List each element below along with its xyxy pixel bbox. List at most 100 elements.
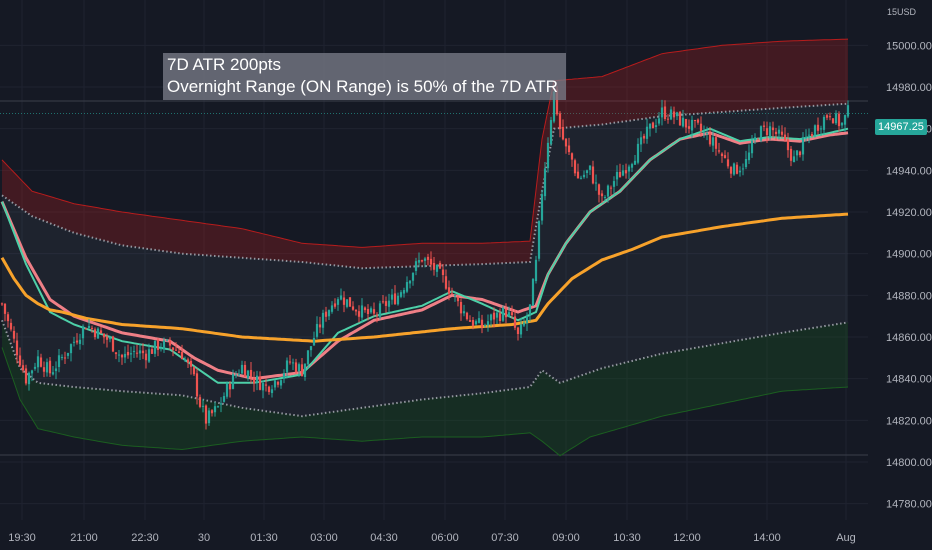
candle-body	[27, 372, 31, 385]
candle-body	[840, 122, 844, 126]
candle-body	[129, 353, 133, 355]
candle-body	[765, 128, 769, 136]
candle-body	[702, 131, 706, 133]
y-tick-label: 15000.00	[886, 40, 932, 52]
candle-body	[231, 374, 235, 389]
candle-body	[567, 145, 571, 153]
candle-body	[438, 262, 442, 269]
candle-body	[627, 166, 631, 172]
candle-body	[600, 193, 604, 197]
candle-body	[720, 153, 724, 157]
candle-body	[6, 314, 10, 322]
upper-dotted-line	[1, 102, 849, 270]
candle-body	[819, 128, 823, 130]
candle-body	[282, 373, 286, 379]
candle-body	[96, 328, 100, 339]
candle-body	[342, 297, 346, 305]
candle-body	[612, 181, 616, 187]
candle-body	[381, 301, 385, 303]
candle-body	[420, 260, 424, 262]
candle-body	[216, 406, 220, 408]
candle-body	[708, 133, 712, 145]
candle-body	[396, 295, 400, 305]
candle-body	[687, 126, 691, 129]
time-axis[interactable]: 19:30 21:00 22:30 30 01:30 03:00 04:30 06:00 07:…	[8, 532, 856, 544]
candle-body	[618, 171, 622, 178]
candle-body	[240, 364, 244, 374]
candle-body	[699, 123, 703, 132]
candle-body	[357, 311, 361, 317]
lower-band-line	[1, 347, 849, 457]
candle-body	[741, 168, 745, 170]
candle-body	[684, 118, 688, 128]
candle-body	[717, 150, 721, 152]
candle-body	[525, 316, 529, 324]
y-tick-label: 14980.00	[886, 82, 932, 94]
candle-body	[456, 297, 460, 302]
candle-body	[798, 151, 802, 156]
candle-body	[201, 405, 205, 407]
candle-body	[468, 320, 472, 322]
candle-body	[60, 357, 64, 359]
candle-body	[117, 354, 121, 356]
candle-body	[792, 156, 796, 163]
candle-body	[486, 321, 490, 326]
candle-body	[75, 340, 79, 343]
candle-body	[135, 352, 139, 354]
candle-body	[369, 308, 373, 313]
candle-body	[453, 295, 457, 297]
candle-body	[843, 115, 847, 125]
x-tick-label: 30	[198, 532, 210, 544]
candle-body	[537, 221, 541, 259]
candle-body	[552, 91, 556, 122]
candle-body	[144, 353, 148, 361]
candle-body	[588, 165, 592, 170]
candle-body	[84, 328, 88, 330]
candle-body	[558, 113, 562, 130]
candle-body	[666, 118, 670, 120]
x-tick-label: 06:00	[431, 532, 459, 544]
candle-body	[210, 410, 214, 414]
currency-label[interactable]: USD	[897, 7, 917, 17]
x-tick-label: 01:30	[250, 532, 278, 544]
candle-body	[270, 389, 274, 394]
candle-body	[384, 301, 388, 306]
candle-body	[318, 324, 322, 328]
candle-body	[564, 138, 568, 147]
candle-body	[498, 313, 502, 322]
candle-body	[546, 142, 550, 169]
candle-body	[504, 308, 508, 318]
candle-body	[48, 360, 52, 374]
candle-body	[555, 89, 559, 115]
candle-body	[450, 293, 454, 295]
candle-body	[189, 360, 193, 367]
candle-body	[783, 134, 787, 140]
candle-body	[228, 384, 232, 390]
price-axis-top-label: 15	[887, 7, 898, 17]
candle-body	[657, 118, 661, 124]
candle-body	[465, 312, 469, 320]
candle-body	[156, 340, 160, 350]
candle-body	[549, 120, 553, 144]
candle-body	[579, 177, 583, 179]
candle-body	[651, 122, 655, 129]
candle-body	[594, 182, 598, 184]
candle-body	[330, 305, 334, 312]
candle-body	[93, 329, 97, 338]
candle-body	[327, 310, 331, 317]
candle-body	[489, 314, 493, 321]
y-tick-label: 14880.00	[886, 290, 932, 302]
candle-body	[585, 170, 589, 174]
x-tick-label: 09:00	[552, 532, 580, 544]
candle-body	[159, 348, 163, 350]
candle-body	[300, 364, 304, 377]
candle-body	[111, 336, 115, 352]
candle-body	[294, 362, 298, 372]
annotation-box[interactable]	[163, 53, 566, 100]
candle-body	[87, 326, 91, 328]
annotation-line-2: Overnight Range (ON Range) is 50% of the…	[167, 77, 558, 96]
candle-body	[114, 352, 118, 355]
candle-body	[576, 171, 580, 179]
candle-body	[642, 135, 646, 139]
candle-body	[654, 125, 658, 128]
